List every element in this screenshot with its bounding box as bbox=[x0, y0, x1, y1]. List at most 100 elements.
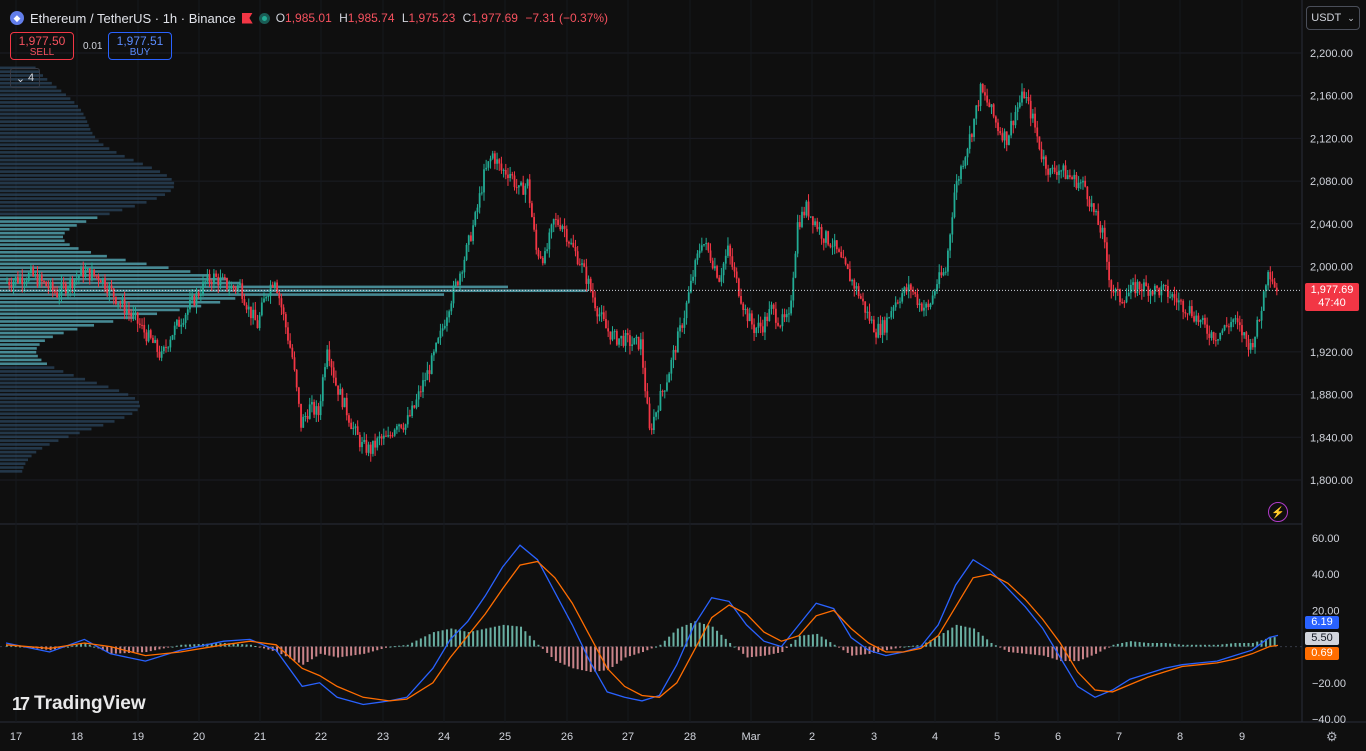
macd-histogram-bar bbox=[175, 645, 178, 647]
candle bbox=[348, 415, 350, 423]
macd-histogram-bar bbox=[197, 644, 200, 647]
price-tick-label: 2,000.00 bbox=[1310, 262, 1353, 274]
candle bbox=[337, 385, 339, 395]
volume-profile-bar bbox=[0, 466, 24, 469]
flag-icon[interactable] bbox=[241, 12, 253, 24]
candle bbox=[1219, 332, 1222, 340]
candle bbox=[21, 277, 24, 285]
candle bbox=[376, 438, 379, 448]
candle bbox=[472, 225, 475, 241]
candle bbox=[1110, 280, 1113, 291]
candle bbox=[761, 326, 764, 333]
candle bbox=[1199, 320, 1202, 323]
macd-histogram-bar bbox=[781, 646, 784, 653]
time-tick-label: 18 bbox=[71, 731, 83, 743]
candle bbox=[297, 387, 300, 404]
sell-button[interactable]: 1,977.50 SELL bbox=[10, 32, 74, 60]
candle bbox=[809, 216, 812, 218]
spread-value: 0.01 bbox=[83, 41, 103, 52]
candle bbox=[315, 406, 318, 415]
macd-histogram-bar bbox=[101, 646, 104, 651]
candle bbox=[947, 250, 949, 272]
price-tick-label: 1,880.00 bbox=[1310, 390, 1353, 402]
chevron-down-icon: ⌄ bbox=[1347, 12, 1355, 23]
candle bbox=[674, 349, 677, 353]
macd-histogram-bar bbox=[1264, 638, 1267, 647]
macd-histogram-bar bbox=[846, 646, 849, 653]
volume-profile-bar bbox=[0, 154, 125, 158]
candle bbox=[731, 256, 734, 267]
candle bbox=[859, 296, 862, 299]
volume-profile-bar bbox=[0, 447, 43, 450]
candle bbox=[798, 222, 801, 227]
candle bbox=[101, 278, 104, 283]
macd-histogram-bar bbox=[1273, 637, 1276, 647]
macd-histogram-bar bbox=[707, 625, 710, 647]
candle bbox=[247, 306, 250, 310]
macd-histogram-bar bbox=[541, 646, 544, 649]
candle bbox=[607, 328, 610, 332]
candle bbox=[23, 282, 26, 285]
volume-profile-bar bbox=[0, 227, 70, 231]
indicators-toggle[interactable]: ⌄ 4 bbox=[10, 68, 40, 88]
candle bbox=[167, 347, 170, 349]
candle bbox=[450, 303, 453, 312]
candle bbox=[439, 330, 442, 339]
candle bbox=[1164, 285, 1167, 287]
lightning-icon[interactable]: ⚡ bbox=[1268, 502, 1288, 522]
candle bbox=[835, 240, 838, 250]
volume-profile-bar bbox=[0, 231, 65, 235]
candle bbox=[243, 299, 246, 305]
gear-icon[interactable]: ⚙ bbox=[1326, 729, 1338, 744]
candle bbox=[960, 166, 962, 180]
candle bbox=[683, 318, 686, 328]
candle bbox=[97, 276, 100, 281]
symbol-title[interactable]: Ethereum / TetherUS · 1h · Binance bbox=[30, 10, 236, 26]
volume-profile-bar bbox=[0, 312, 158, 316]
candle bbox=[136, 312, 139, 324]
candle bbox=[977, 105, 980, 107]
market-status-icon[interactable] bbox=[258, 12, 270, 24]
volume-profile-bar bbox=[0, 354, 38, 358]
candle bbox=[916, 294, 919, 306]
candle bbox=[230, 286, 233, 289]
candle bbox=[1001, 133, 1004, 141]
candle bbox=[681, 325, 684, 328]
candle bbox=[202, 281, 204, 295]
candle bbox=[84, 270, 87, 278]
candle bbox=[698, 250, 701, 254]
candle bbox=[319, 401, 322, 416]
macd-tick-label: −40.00 bbox=[1312, 714, 1346, 726]
macd-histogram-bar bbox=[763, 646, 766, 656]
macd-histogram-bar bbox=[1256, 641, 1259, 647]
candle bbox=[1077, 182, 1080, 189]
buy-button[interactable]: 1,977.51 BUY bbox=[108, 32, 172, 60]
macd-histogram-bar bbox=[702, 623, 705, 647]
tradingview-logo[interactable]: 17 TradingView bbox=[12, 693, 146, 714]
candle bbox=[1254, 336, 1256, 348]
candle bbox=[1073, 174, 1076, 180]
price-tick-label: 2,200.00 bbox=[1310, 48, 1353, 60]
volume-profile-bar bbox=[0, 135, 96, 139]
volume-profile-bar bbox=[0, 358, 42, 362]
macd-histogram-bar bbox=[297, 646, 300, 663]
macd-histogram-bar bbox=[559, 646, 562, 663]
macd-histogram-bar bbox=[790, 643, 793, 647]
macd-histogram-bar bbox=[350, 646, 353, 656]
macd-histogram-bar bbox=[398, 645, 401, 647]
currency-select[interactable]: USDT ⌄ bbox=[1306, 6, 1360, 30]
candle bbox=[666, 382, 668, 391]
candle bbox=[265, 296, 268, 299]
macd-histogram-bar bbox=[663, 640, 666, 647]
time-tick-label: 24 bbox=[438, 731, 450, 743]
volume-profile-bar bbox=[0, 320, 114, 323]
macd-histogram-bar bbox=[1099, 646, 1102, 652]
candle bbox=[1225, 325, 1228, 327]
candle bbox=[737, 278, 740, 297]
macd-histogram-bar bbox=[84, 642, 87, 647]
symbol-legend[interactable]: ◆ Ethereum / TetherUS · 1h · Binance O1,… bbox=[10, 9, 612, 27]
candle bbox=[34, 273, 37, 276]
candle bbox=[587, 278, 590, 284]
candle bbox=[783, 314, 786, 318]
